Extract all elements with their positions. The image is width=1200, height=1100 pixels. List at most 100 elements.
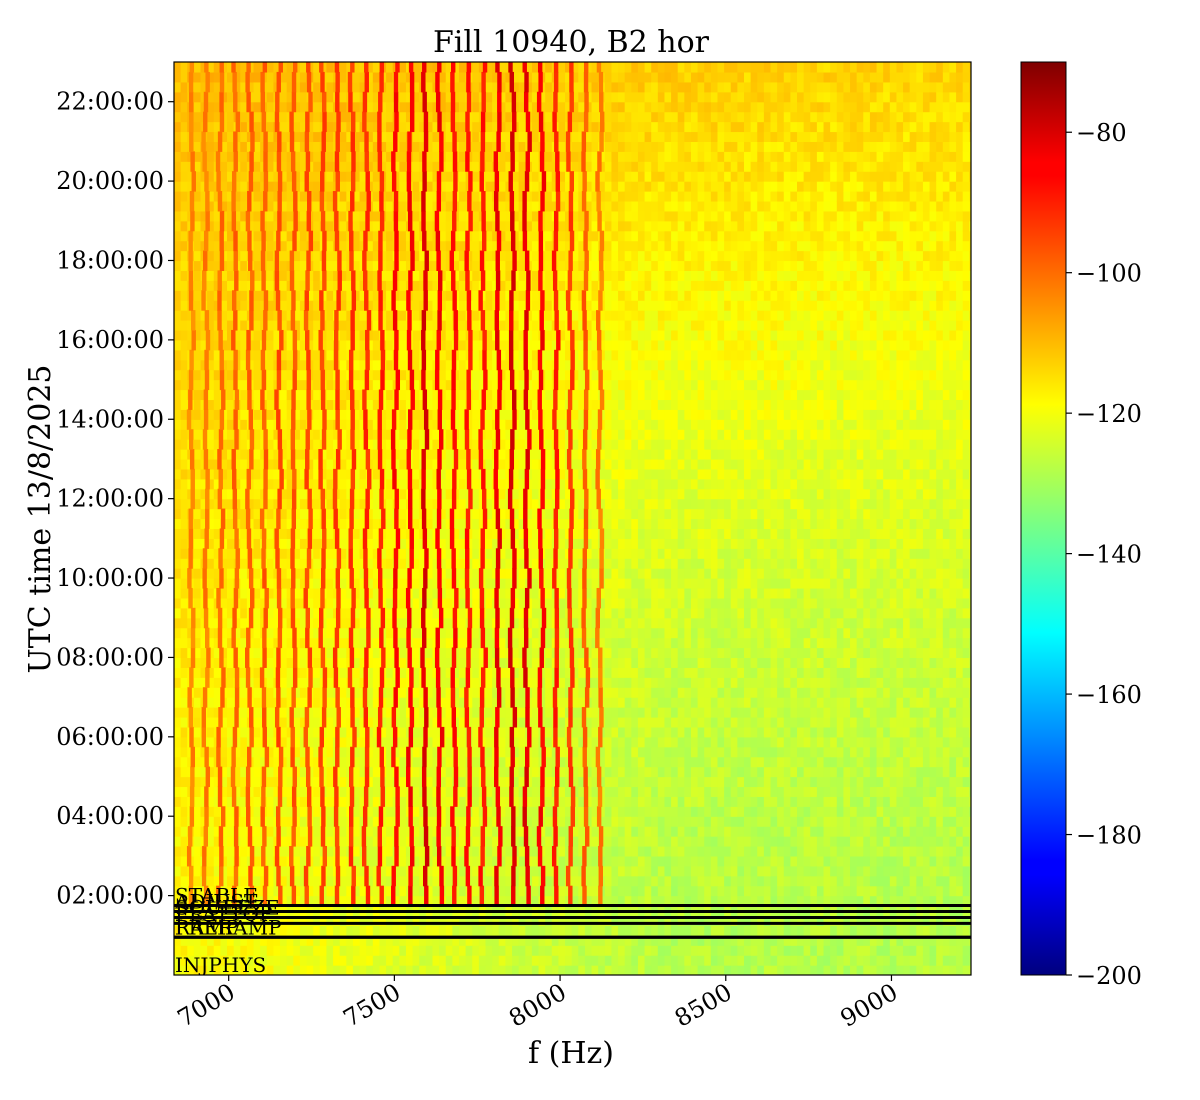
heatmap-cell	[293, 736, 301, 748]
heatmap-cell	[498, 935, 506, 946]
heatmap-cell	[492, 141, 500, 152]
heatmap-cell	[299, 697, 308, 708]
heatmap-cell	[425, 71, 434, 83]
heatmap-cell	[505, 121, 513, 133]
heatmap-cell	[313, 171, 321, 182]
heatmap-cell	[518, 607, 526, 619]
heatmap-cell	[227, 478, 235, 490]
heatmap-cell	[425, 796, 434, 807]
heatmap-cell	[439, 568, 447, 579]
heatmap-cell	[299, 776, 308, 788]
heatmap-cell	[399, 826, 407, 837]
heatmap-cell	[220, 597, 228, 609]
heatmap-cell	[207, 300, 215, 311]
heatmap-cell	[240, 121, 248, 133]
heatmap-cell	[213, 419, 221, 430]
heatmap-cell	[498, 329, 506, 341]
heatmap-cell	[439, 925, 447, 936]
heatmap-cell	[233, 300, 241, 311]
heatmap-cell	[293, 240, 301, 252]
heatmap-cell	[439, 915, 447, 926]
heatmap-cell	[366, 726, 374, 738]
heatmap-cell	[445, 399, 453, 410]
heatmap-cell	[512, 667, 520, 678]
heatmap-cell	[445, 845, 453, 857]
heatmap-cell	[253, 339, 261, 351]
heatmap-cell	[366, 786, 374, 797]
heatmap-cell	[246, 816, 255, 827]
heatmap-cell	[333, 915, 341, 926]
heatmap-cell	[386, 379, 394, 391]
heatmap-cell	[399, 647, 407, 659]
heatmap-cell	[372, 280, 381, 291]
heatmap-cell	[372, 657, 381, 668]
heatmap-cell	[472, 260, 480, 272]
heatmap-cell	[525, 498, 533, 510]
heatmap-cell	[352, 101, 361, 113]
heatmap-cell	[180, 687, 188, 698]
heatmap-cell	[253, 647, 261, 659]
heatmap-cell	[240, 558, 248, 569]
heatmap-cell	[512, 161, 520, 172]
heatmap-cell	[366, 141, 374, 152]
heatmap-cell	[412, 736, 420, 748]
heatmap-cell	[174, 845, 182, 857]
heatmap-cell	[266, 538, 275, 549]
heatmap-cell	[366, 329, 374, 341]
heatmap-cell	[246, 677, 255, 688]
heatmap-cell	[445, 607, 453, 619]
heatmap-cell	[372, 528, 381, 539]
heatmap-cell	[306, 161, 314, 172]
heatmap-cell	[207, 647, 215, 659]
heatmap-cell	[180, 151, 188, 162]
heatmap-cell	[280, 816, 288, 827]
heatmap-cell	[505, 796, 513, 807]
heatmap-cell	[366, 409, 374, 420]
heatmap-cell	[174, 816, 182, 827]
heatmap-cell	[505, 449, 513, 460]
heatmap-cell	[366, 71, 374, 83]
heatmap-cell	[339, 270, 347, 281]
heatmap-cell	[485, 647, 493, 659]
heatmap-cell	[498, 121, 506, 133]
heatmap-cell	[379, 736, 387, 748]
heatmap-cell	[518, 310, 526, 321]
heatmap-cell	[299, 607, 308, 619]
heatmap-cell	[432, 885, 440, 897]
heatmap-cell	[412, 71, 420, 83]
heatmap-cell	[339, 290, 347, 301]
heatmap-cell	[518, 568, 526, 579]
heatmap-cell	[359, 320, 367, 331]
heatmap-cell	[326, 220, 334, 232]
heatmap-cell	[180, 349, 188, 361]
heatmap-cell	[518, 200, 526, 212]
heatmap-cell	[359, 300, 367, 311]
heatmap-cell	[233, 498, 241, 510]
heatmap-cell	[399, 935, 407, 946]
heatmap-cell	[180, 111, 188, 123]
heatmap-cell	[293, 568, 301, 579]
heatmap-cell	[505, 955, 513, 966]
heatmap-cell	[280, 925, 288, 936]
heatmap-cell	[213, 627, 221, 639]
heatmap-cell	[425, 409, 434, 420]
heatmap-cell	[187, 965, 195, 975]
heatmap-cell	[233, 478, 241, 490]
heatmap-cell	[425, 935, 434, 946]
heatmap-cell	[193, 429, 202, 440]
heatmap-cell	[432, 865, 440, 877]
heatmap-cell	[339, 558, 347, 569]
heatmap-cell	[313, 776, 321, 788]
heatmap-cell	[346, 726, 354, 738]
heatmap-cell	[518, 329, 526, 341]
heatmap-cell	[445, 369, 453, 381]
heatmap-cell	[280, 359, 288, 371]
heatmap-cell	[372, 766, 381, 778]
heatmap-cell	[452, 687, 460, 698]
heatmap-cell	[492, 528, 500, 539]
heatmap-cell	[505, 101, 513, 113]
heatmap-cell	[458, 895, 467, 907]
heatmap-cell	[445, 667, 453, 678]
heatmap-cell	[220, 270, 228, 281]
heatmap-cell	[512, 677, 520, 688]
